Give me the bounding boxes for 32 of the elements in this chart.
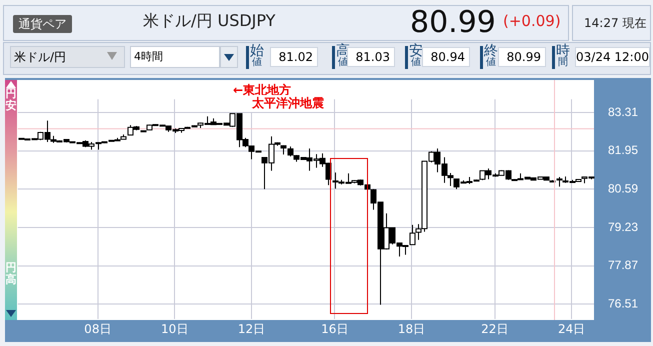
x-tick-label: 08日 (84, 322, 112, 336)
text: 円高 (5, 261, 17, 286)
text: 始値 (250, 43, 264, 68)
text: 81.02 (270, 47, 318, 67)
text: 終値 (484, 43, 498, 68)
y-tick-label: 76.51 (608, 296, 638, 310)
y-tick-label: 79.23 (608, 220, 638, 234)
text: 14:27 現在 (584, 15, 646, 32)
x-tick-label: 24日 (558, 322, 586, 336)
text: 80.99 (410, 5, 496, 40)
text: (+0.09) (503, 12, 561, 30)
text: 80.94 (422, 47, 470, 67)
text: 80.99 (498, 47, 546, 67)
x-tick-label: 18日 (398, 322, 426, 336)
text: 81.03 (356, 50, 390, 64)
y-tick-label: 77.87 (608, 258, 638, 272)
text: 時間 (556, 43, 570, 68)
y-tick-label: 80.59 (608, 181, 638, 196)
text: 4時間 (134, 49, 163, 65)
text: 米ドル/円 (14, 49, 66, 65)
y-tick-label: 83.31 (608, 104, 638, 119)
x-tick-label: 22日 (481, 322, 508, 336)
chart-title: 米ドル/円 USDJPY (143, 11, 276, 32)
text: 円安 (5, 87, 17, 112)
x-tick-label: 10日 (161, 322, 188, 336)
y-tick-label: 81.95 (608, 143, 638, 158)
x-tick-label: 12日 (238, 322, 266, 336)
text: 安値 (409, 43, 423, 68)
text: 通貨ペア (13, 15, 72, 33)
text: 03/24 12:00 (575, 47, 650, 67)
annotation: 太平洋沖地震 (250, 95, 326, 112)
x-tick-label: 16日 (321, 322, 348, 336)
